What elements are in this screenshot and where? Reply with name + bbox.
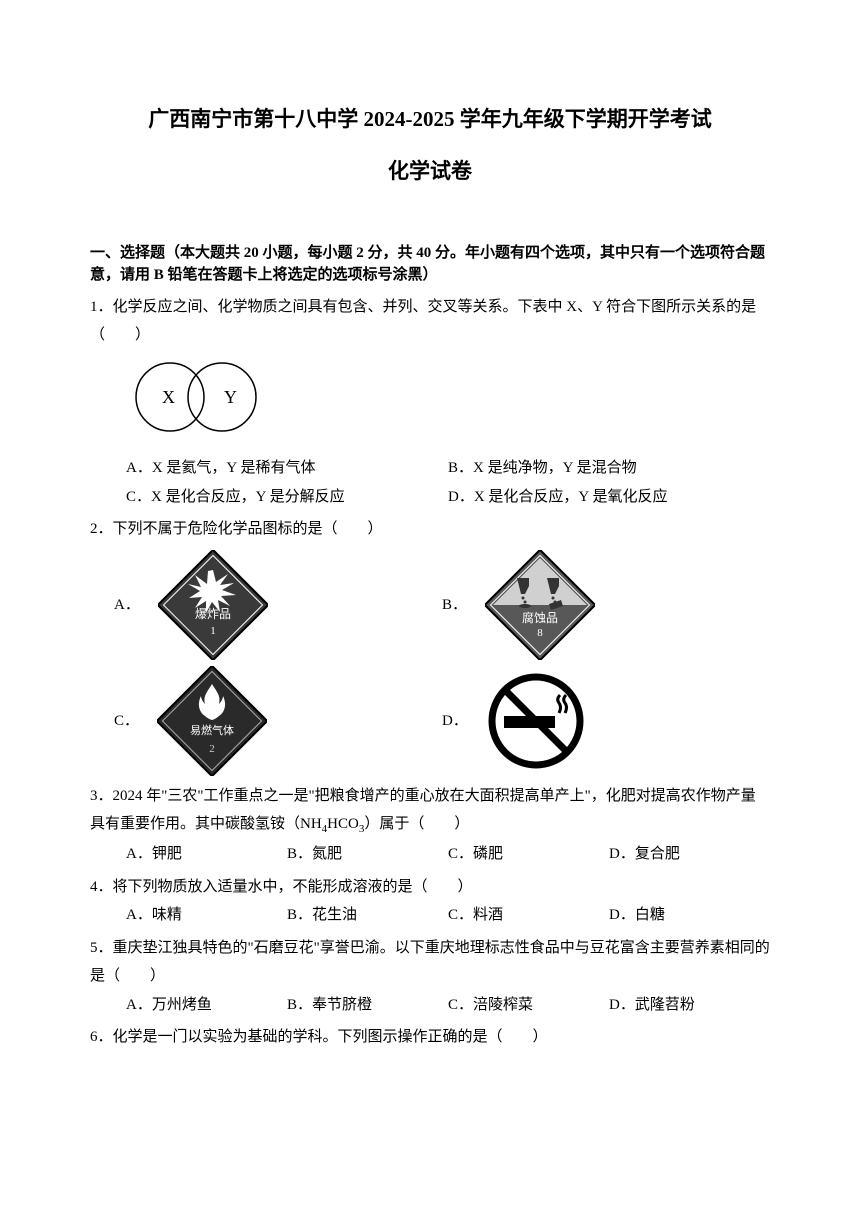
q5-option-b: B．奉节脐橙 [287,991,448,1020]
q3-option-c: C．磷肥 [448,840,609,869]
q3-option-d: D．复合肥 [609,840,770,869]
q3-option-a: A．钾肥 [126,840,287,869]
question-2: 2．下列不属于危险化学品图标的是（ ） A． 爆炸品 1 B． [90,515,770,776]
flammable-gas-hazard-icon: 易燃气体 2 [157,666,267,776]
q1-option-c: C．X 是化合反应，Y 是分解反应 [126,483,448,512]
explosive-hazard-icon: 爆炸品 1 [158,550,268,660]
question-1: 1．化学反应之间、化学物质之间具有包含、并列、交叉等关系。下表中 X、Y 符合下… [90,293,770,512]
q4-option-d: D．白糖 [609,901,770,930]
q2-label-d: D． [442,707,468,736]
q2-label-c: C． [114,707,139,736]
question-5: 5．重庆垫江独具特色的"石磨豆花"享誉巴渝。以下重庆地理标志性食品中与豆花富含主… [90,934,770,1020]
q5-option-a: A．万州烤鱼 [126,991,287,1020]
q3-text: 3．2024 年"三农"工作重点之一是"把粮食增产的重心放在大面积提高单产上"，… [90,782,770,840]
q1-option-b: B．X 是纯净物，Y 是混合物 [448,454,770,483]
q5-option-d: D．武隆苕粉 [609,991,770,1020]
exam-title-line1: 广西南宁市第十八中学 2024-2025 学年九年级下学期开学考试 [90,100,770,140]
q1-option-d: D．X 是化合反应，Y 是氧化反应 [448,483,770,512]
q3-option-b: B．氮肥 [287,840,448,869]
q1-option-a: A．X 是氦气，Y 是稀有气体 [126,454,448,483]
svg-text:易燃气体: 易燃气体 [190,723,234,737]
venn-x-label: X [162,387,175,407]
exam-title-line2: 化学试卷 [90,152,770,192]
question-3: 3．2024 年"三农"工作重点之一是"把粮食增产的重心放在大面积提高单产上"，… [90,782,770,869]
corrosive-hazard-icon: 腐蚀品 8 [485,550,595,660]
q2-label-b: B． [442,591,467,620]
svg-text:1: 1 [210,625,216,637]
svg-text:腐蚀品: 腐蚀品 [522,610,558,625]
venn-diagram: X Y [126,358,770,447]
no-smoking-icon [486,671,586,771]
svg-text:爆炸品: 爆炸品 [195,607,231,621]
section-1-header: 一、选择题（本大题共 20 小题，每小题 2 分，共 40 分。年小题有四个选项… [90,242,770,287]
q2-text: 2．下列不属于危险化学品图标的是（ ） [90,515,770,544]
venn-y-label: Y [224,387,237,407]
q6-text: 6．化学是一门以实验为基础的学科。下列图示操作正确的是（ ） [90,1023,770,1052]
question-4: 4．将下列物质放入适量水中，不能形成溶液的是（ ） A．味精 B．花生油 C．料… [90,873,770,930]
q1-text: 1．化学反应之间、化学物质之间具有包含、并列、交叉等关系。下表中 X、Y 符合下… [90,293,770,350]
svg-text:2: 2 [209,743,215,755]
q5-option-c: C．涪陵榨菜 [448,991,609,1020]
q4-option-a: A．味精 [126,901,287,930]
q4-text: 4．将下列物质放入适量水中，不能形成溶液的是（ ） [90,873,770,902]
q2-label-a: A． [114,591,140,620]
svg-text:8: 8 [537,627,543,639]
question-6: 6．化学是一门以实验为基础的学科。下列图示操作正确的是（ ） [90,1023,770,1052]
q5-text: 5．重庆垫江独具特色的"石磨豆花"享誉巴渝。以下重庆地理标志性食品中与豆花富含主… [90,934,770,991]
q4-option-b: B．花生油 [287,901,448,930]
q4-option-c: C．料酒 [448,901,609,930]
